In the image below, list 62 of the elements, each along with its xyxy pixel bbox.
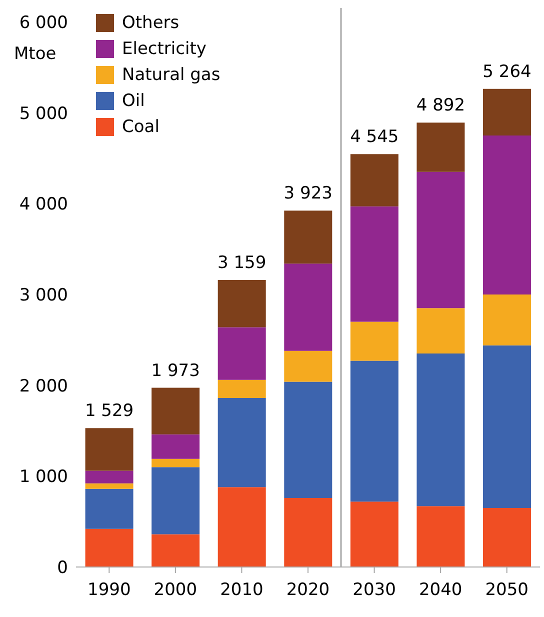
legend-label: Oil: [122, 90, 145, 113]
total-label: 5 264: [482, 62, 532, 82]
bar: [85, 470, 134, 484]
bar: [85, 483, 134, 489]
total-label: 3 923: [284, 184, 332, 204]
bar: [482, 88, 531, 136]
bar: [152, 434, 200, 459]
bar: [284, 210, 332, 264]
x-tick-label: 1990: [88, 580, 131, 600]
bar: [284, 382, 332, 498]
legend-label: Natural gas: [122, 64, 220, 87]
total-label: 4 545: [350, 127, 399, 148]
bar: [152, 467, 200, 534]
bar: [85, 528, 134, 567]
bar: [85, 488, 134, 529]
legend-label: Others: [122, 12, 180, 35]
x-tick-label: 2040: [418, 580, 462, 600]
bar: [218, 398, 266, 488]
bar: [416, 354, 465, 506]
total-label: 1 973: [151, 360, 200, 381]
bar: [284, 498, 332, 567]
bar: [350, 502, 398, 567]
bar: [152, 388, 200, 434]
y-tick-label: 4 000: [19, 194, 68, 215]
bar: [416, 122, 465, 172]
bar: [152, 534, 200, 567]
bar: [350, 360, 398, 502]
bar: [350, 154, 398, 206]
legend-label: Coal: [122, 116, 160, 139]
bar: [85, 428, 134, 471]
x-tick-label: 2030: [352, 580, 396, 600]
bar: [218, 487, 266, 567]
bar: [416, 506, 465, 567]
total-label: 4 892: [416, 96, 466, 116]
x-tick-label: 2050: [485, 580, 528, 600]
bar: [152, 458, 200, 468]
bar: [416, 172, 465, 308]
bar: [482, 136, 531, 294]
bar: [284, 264, 332, 351]
y-tick-label: 6 000: [19, 13, 68, 34]
bar: [482, 345, 531, 508]
bar: [284, 350, 332, 382]
y-tick-label: 2 000: [19, 376, 68, 396]
total-label: 3 159: [218, 253, 266, 274]
x-tick-label: 2010: [220, 580, 264, 600]
bar: [350, 206, 398, 322]
y-tick-label: 0: [57, 558, 68, 578]
bar: [218, 327, 266, 380]
bar: [416, 308, 465, 354]
x-tick-label: 2000: [154, 580, 198, 600]
bar: [482, 508, 531, 567]
bar: [482, 294, 531, 346]
total-label: 1 529: [84, 401, 134, 422]
bar: [218, 280, 266, 328]
x-tick-label: 2020: [286, 580, 330, 600]
y-tick-label: 5 000: [19, 104, 68, 124]
y-tick-label: 1 000: [19, 467, 68, 488]
legend-label: Electricity: [122, 38, 206, 61]
y-axis-title: Mtoe: [14, 44, 56, 64]
bar: [350, 322, 398, 361]
y-tick-label: 3 000: [19, 286, 68, 306]
bar: [218, 380, 266, 398]
